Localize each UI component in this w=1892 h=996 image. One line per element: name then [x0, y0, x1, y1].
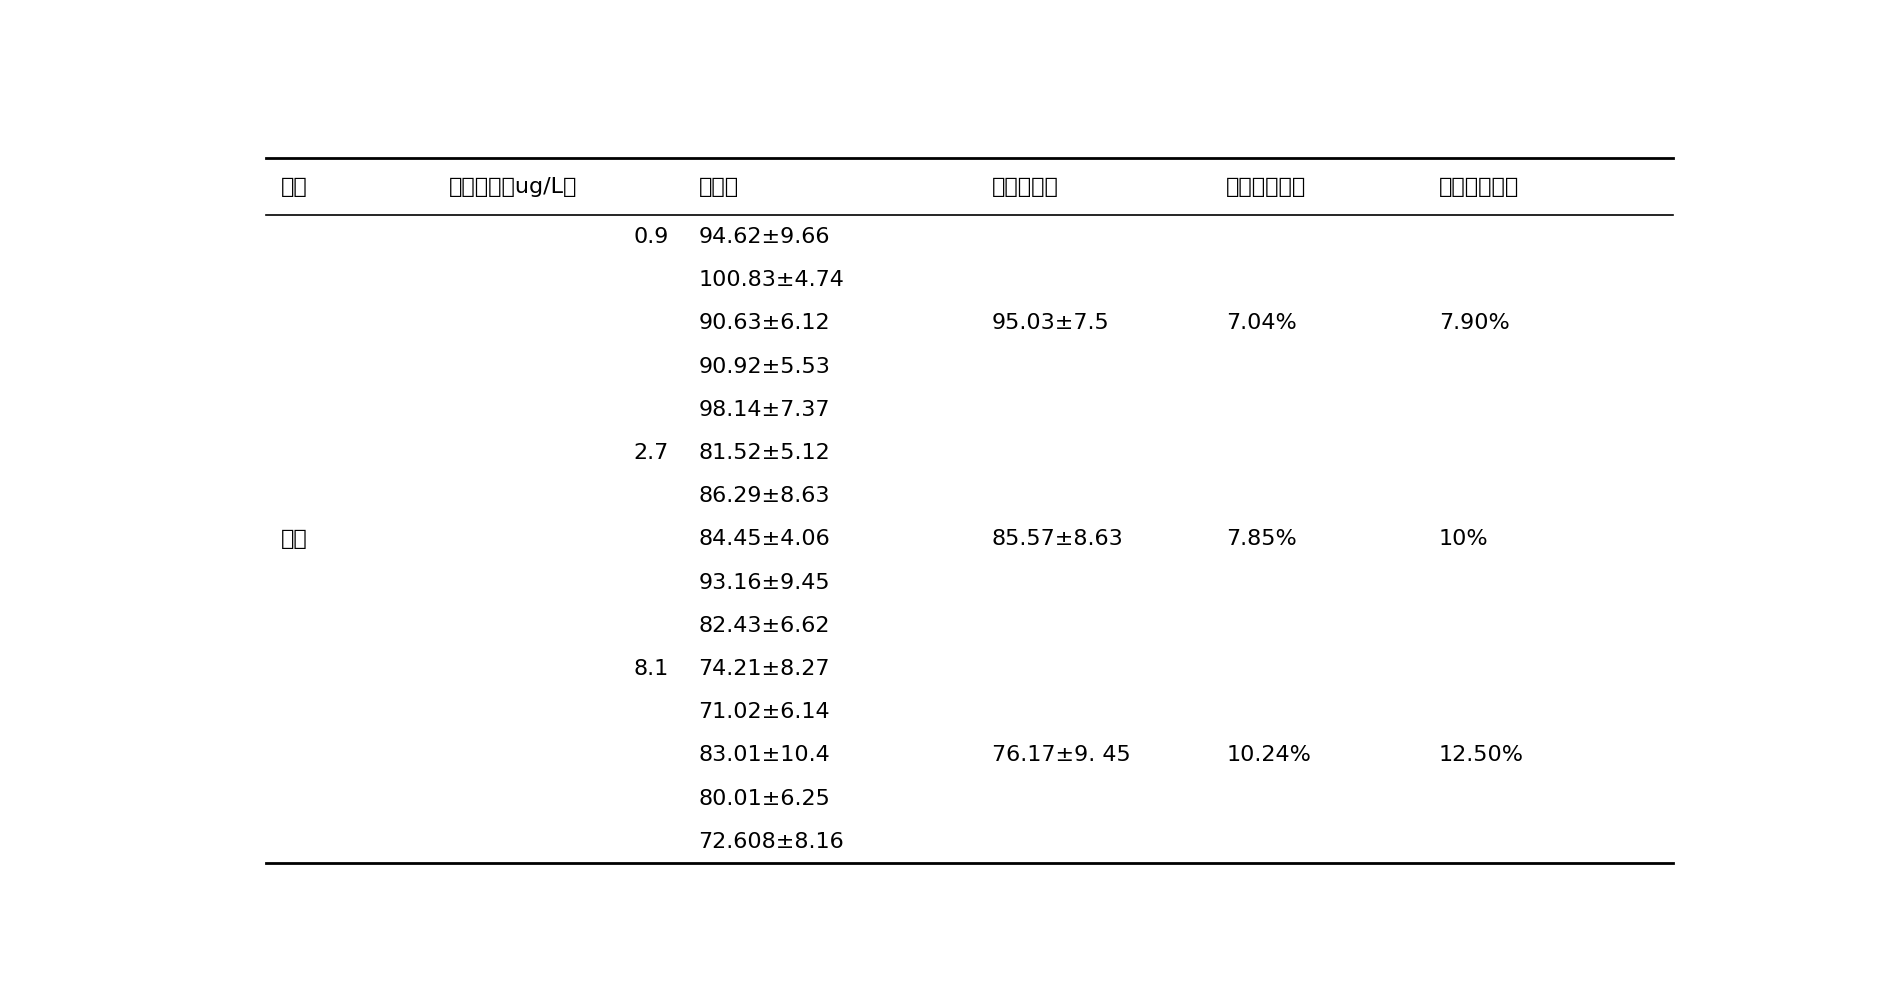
- Text: 74.21±8.27: 74.21±8.27: [698, 659, 831, 679]
- Text: 83.01±10.4: 83.01±10.4: [698, 745, 831, 765]
- Text: 7.04%: 7.04%: [1226, 314, 1298, 334]
- Text: 组织: 组织: [280, 530, 307, 550]
- Text: 72.608±8.16: 72.608±8.16: [698, 832, 844, 852]
- Text: 93.16±9.45: 93.16±9.45: [698, 573, 831, 593]
- Text: 100.83±4.74: 100.83±4.74: [698, 270, 844, 290]
- Text: 7.90%: 7.90%: [1438, 314, 1510, 334]
- Text: 8.1: 8.1: [634, 659, 670, 679]
- Text: 7.85%: 7.85%: [1226, 530, 1298, 550]
- Text: 81.52±5.12: 81.52±5.12: [698, 443, 831, 463]
- Text: 98.14±7.37: 98.14±7.37: [698, 399, 831, 419]
- Text: 95.03±7.5: 95.03±7.5: [991, 314, 1109, 334]
- Text: 回收率: 回收率: [698, 176, 738, 196]
- Text: 85.57±8.63: 85.57±8.63: [991, 530, 1124, 550]
- Text: 84.45±4.06: 84.45±4.06: [698, 530, 831, 550]
- Text: 90.63±6.12: 90.63±6.12: [698, 314, 831, 334]
- Text: 10.24%: 10.24%: [1226, 745, 1311, 765]
- Text: 94.62±9.66: 94.62±9.66: [698, 227, 831, 247]
- Text: 0.9: 0.9: [634, 227, 670, 247]
- Text: 90.92±5.53: 90.92±5.53: [698, 357, 831, 376]
- Text: 82.43±6.62: 82.43±6.62: [698, 616, 831, 635]
- Text: 80.01±6.25: 80.01±6.25: [698, 789, 831, 809]
- Text: 添加浓度（ug/L）: 添加浓度（ug/L）: [448, 176, 577, 196]
- Text: 批内变异系数: 批内变异系数: [1226, 176, 1307, 196]
- Text: 12.50%: 12.50%: [1438, 745, 1523, 765]
- Text: 2.7: 2.7: [634, 443, 670, 463]
- Text: 样品: 样品: [280, 176, 307, 196]
- Text: 71.02±6.14: 71.02±6.14: [698, 702, 831, 722]
- Text: 76.17±9. 45: 76.17±9. 45: [991, 745, 1130, 765]
- Text: 批间变异系数: 批间变异系数: [1438, 176, 1519, 196]
- Text: 平均回收率: 平均回收率: [991, 176, 1058, 196]
- Text: 10%: 10%: [1438, 530, 1489, 550]
- Text: 86.29±8.63: 86.29±8.63: [698, 486, 831, 506]
